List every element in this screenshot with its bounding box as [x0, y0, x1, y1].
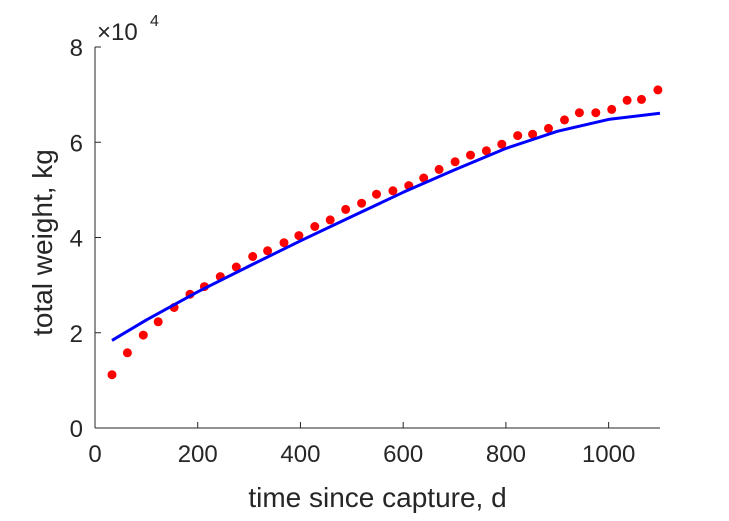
data-point: [434, 164, 444, 174]
fit-line: [111, 111, 661, 342]
x-tick-label: 800: [486, 441, 526, 468]
x-tick-label: 400: [280, 441, 320, 468]
plot-marks: [107, 85, 663, 380]
data-point: [419, 173, 429, 183]
axes: [94, 46, 660, 429]
data-point: [450, 157, 460, 167]
data-point: [279, 238, 289, 248]
data-point: [466, 150, 475, 160]
data-point: [248, 252, 258, 261]
data-point: [357, 198, 367, 208]
data-point: [263, 246, 273, 256]
data-point: [513, 131, 523, 141]
y-tick-label: 8: [70, 35, 83, 62]
data-point: [637, 94, 646, 104]
data-point: [388, 186, 398, 196]
y-tick-label: 0: [70, 416, 83, 443]
y-axis-exponent-power: 4: [150, 13, 159, 30]
x-axis-label: time since capture, d: [248, 482, 506, 513]
data-point: [528, 129, 538, 139]
x-tick-label: 200: [178, 441, 218, 468]
x-tick-label: 600: [383, 441, 423, 468]
y-axis-label: total weight, kg: [27, 149, 58, 336]
data-point: [122, 348, 132, 358]
x-tick-label: 0: [88, 441, 101, 468]
data-point: [497, 139, 507, 149]
x-tick-label: 1000: [582, 441, 635, 468]
y-tick-label: 6: [70, 130, 83, 157]
data-point: [653, 85, 663, 95]
data-point: [372, 189, 381, 199]
y-axis-exponent: ×10 4: [97, 13, 159, 46]
y-axis-exponent-base: ×10: [97, 19, 138, 46]
data-point: [622, 95, 632, 105]
data-point: [153, 317, 163, 327]
data-point: [607, 104, 617, 114]
data-point: [231, 262, 241, 272]
y-tick-label: 2: [70, 321, 83, 348]
data-point: [574, 108, 584, 118]
tick-labels: 0 200 400 600 800 1000 0 2 4 6 8: [70, 35, 636, 468]
data-point: [138, 330, 148, 340]
data-point: [544, 123, 553, 133]
data-point: [560, 115, 569, 125]
y-tick-label: 4: [70, 226, 83, 253]
data-point: [107, 370, 117, 380]
data-point: [294, 231, 304, 241]
data-point: [325, 215, 335, 225]
data-point: [341, 204, 351, 214]
data-point: [481, 146, 491, 156]
data-point: [591, 108, 601, 118]
data-point: [310, 222, 320, 231]
